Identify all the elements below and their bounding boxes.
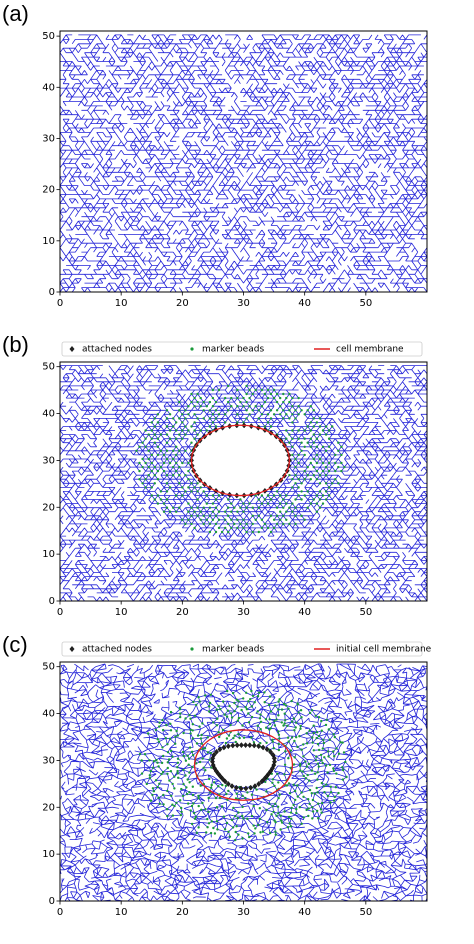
y-tick-label: 50 (42, 31, 55, 42)
y-tick-label: 0 (49, 896, 55, 907)
legend-symbol (69, 346, 75, 352)
legend-label: marker beads (202, 645, 264, 655)
legend-label: cell membrane (336, 345, 404, 355)
x-tick-label: 40 (298, 907, 311, 918)
x-tick-label: 0 (57, 907, 63, 918)
x-tick-label: 0 (57, 607, 63, 618)
marker-beads (135, 384, 346, 534)
y-tick-label: 50 (42, 362, 55, 373)
panel-label: (a) (2, 1, 29, 26)
cell-membrane (190, 424, 291, 497)
x-tick-label: 20 (176, 907, 189, 918)
x-tick-label: 30 (237, 907, 250, 918)
y-tick-label: 20 (42, 802, 55, 813)
x-tick-label: 20 (176, 607, 189, 618)
y-tick-label: 50 (42, 662, 55, 673)
legend-symbol (190, 347, 194, 351)
y-tick-label: 40 (42, 709, 55, 720)
legend-box (61, 641, 423, 657)
cell-membrane (193, 729, 294, 801)
x-tick-label: 20 (176, 298, 189, 309)
y-tick-label: 20 (42, 502, 55, 513)
legend-label: initial cell membrane (336, 645, 432, 655)
legend-box (61, 341, 423, 357)
x-tick-label: 50 (359, 907, 372, 918)
y-tick-label: 30 (42, 133, 55, 144)
y-tick-label: 0 (49, 596, 55, 607)
x-tick-label: 50 (359, 607, 372, 618)
y-tick-label: 10 (42, 849, 55, 860)
attached-nodes (189, 422, 292, 499)
y-tick-label: 40 (42, 82, 55, 93)
legend-symbol (190, 647, 194, 651)
y-tick-label: 30 (42, 455, 55, 466)
legend-label: attached nodes (82, 345, 152, 355)
x-tick-label: 40 (298, 607, 311, 618)
y-tick-label: 20 (42, 185, 55, 196)
x-tick-label: 10 (115, 298, 128, 309)
network-edges (59, 365, 428, 602)
y-tick-label: 0 (49, 287, 55, 298)
x-tick-label: 50 (359, 298, 372, 309)
marker-beads (138, 689, 348, 842)
x-tick-label: 10 (115, 607, 128, 618)
y-tick-label: 10 (42, 236, 55, 247)
x-tick-label: 0 (57, 298, 63, 309)
y-tick-label: 40 (42, 409, 55, 420)
attached-nodes (210, 742, 277, 792)
legend-label: marker beads (202, 345, 264, 355)
y-tick-label: 30 (42, 755, 55, 766)
y-tick-label: 10 (42, 549, 55, 560)
x-tick-label: 30 (237, 298, 250, 309)
network-edges (59, 34, 428, 293)
panel-label: (c) (2, 632, 28, 657)
legend-symbol (69, 646, 75, 652)
panel-label: (b) (2, 332, 29, 357)
x-tick-label: 30 (237, 607, 250, 618)
x-tick-label: 10 (115, 907, 128, 918)
x-tick-label: 40 (298, 298, 311, 309)
legend-label: attached nodes (82, 645, 152, 655)
